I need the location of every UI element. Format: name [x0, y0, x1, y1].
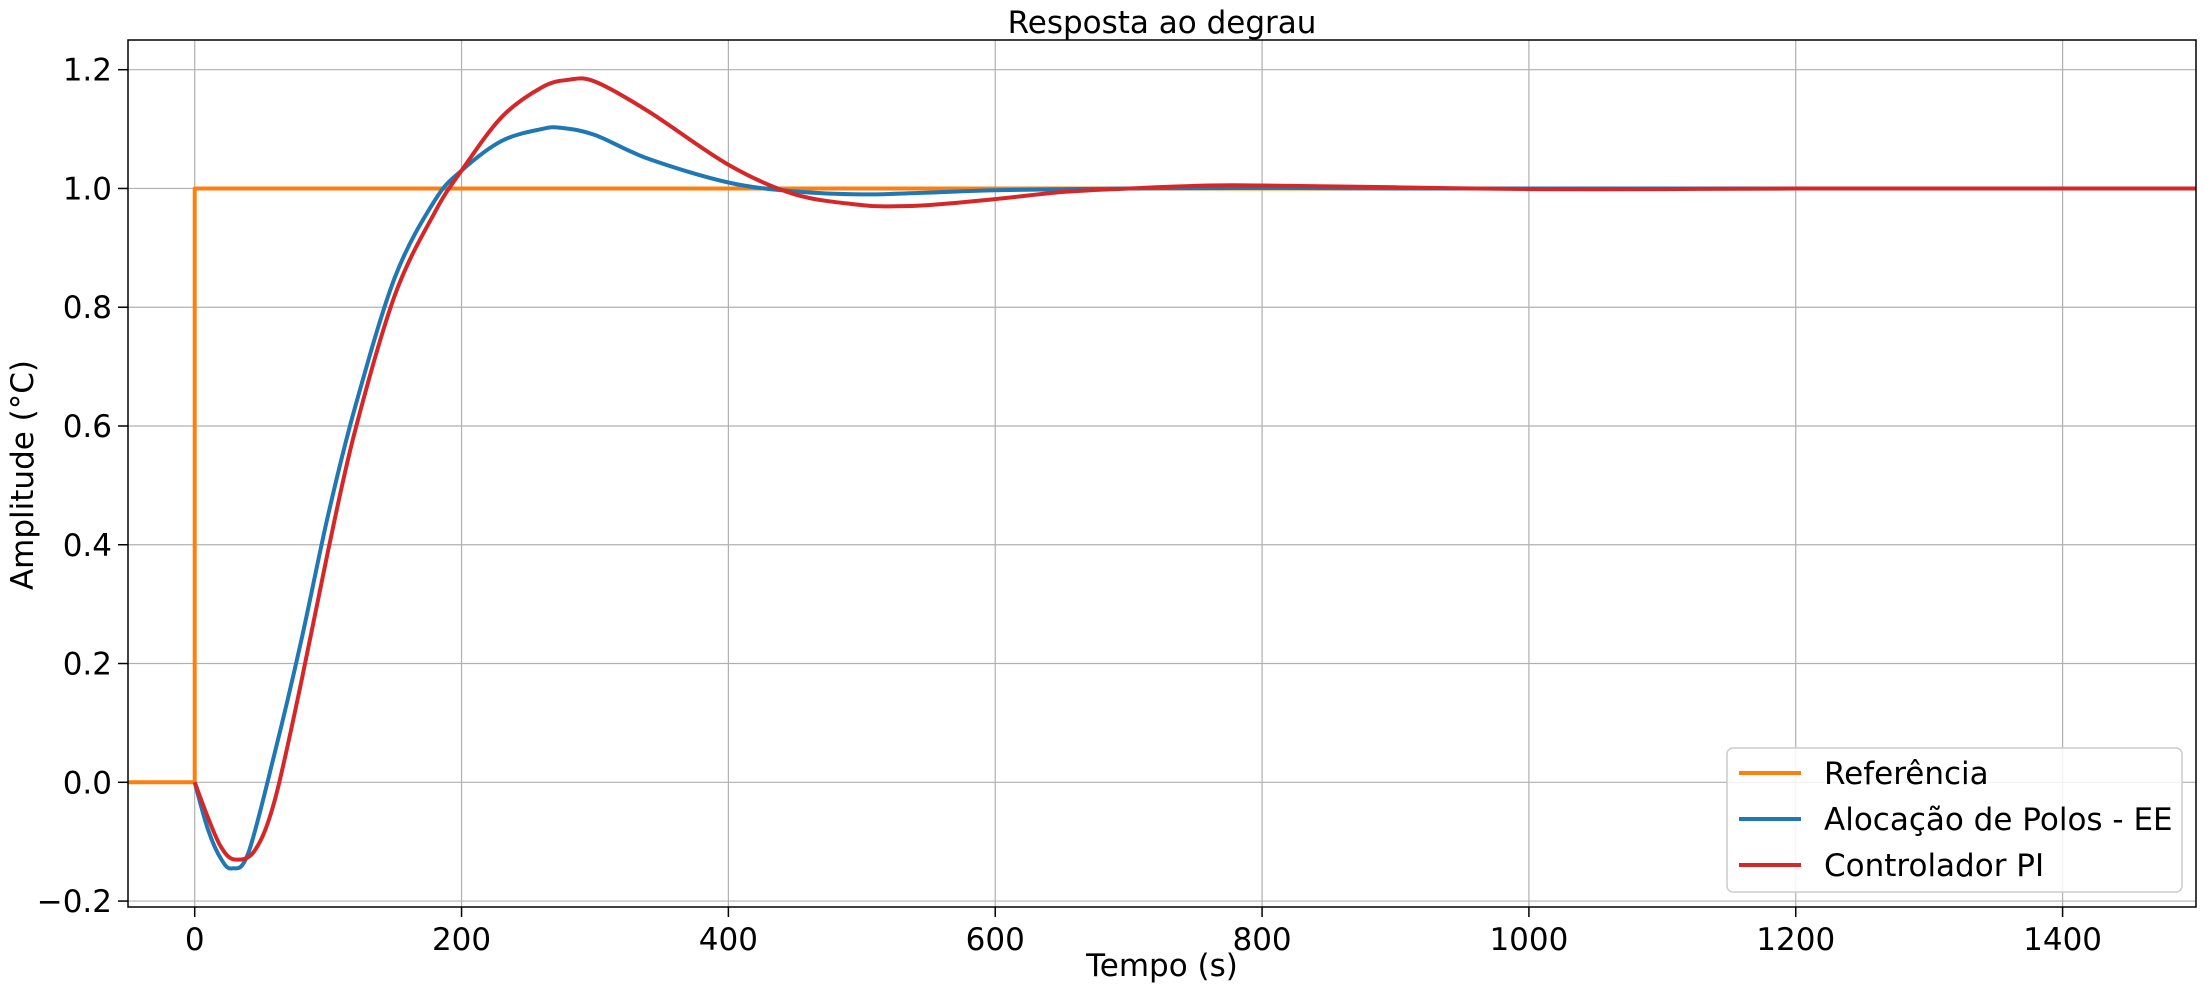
- chart-title: Resposta ao degrau: [1008, 5, 1317, 41]
- x-tick-label: 600: [966, 922, 1025, 958]
- x-tick-label: 0: [185, 922, 205, 958]
- x-tick-label: 1000: [1489, 922, 1568, 958]
- series-lines: [128, 76, 2197, 871]
- y-tick-label: 1.2: [63, 53, 112, 89]
- y-tick-label: 0.6: [63, 409, 112, 445]
- legend: Referência Alocação de Polos - EE Controla…: [1726, 747, 2183, 893]
- x-axis-label: Tempo (s): [1085, 948, 1238, 984]
- legend-label-controlador-pi: Controlador PI: [1824, 848, 2044, 884]
- y-tick-label: −0.2: [37, 884, 112, 920]
- y-tick-label: 0.8: [63, 290, 112, 326]
- x-tick-label: 200: [432, 922, 491, 958]
- legend-label-alocacao-de-polos-ee: Alocação de Polos - EE: [1824, 802, 2173, 838]
- x-tick-label: 800: [1232, 922, 1291, 958]
- y-tick-label: 0.0: [63, 765, 112, 801]
- y-tick-label: 0.2: [63, 647, 112, 683]
- x-tick-label: 400: [699, 922, 758, 958]
- x-tick-label: 1200: [1756, 922, 1835, 958]
- series-line-referencia: [128, 186, 2196, 785]
- y-tick-label: 0.4: [63, 528, 112, 564]
- x-tick-label: 1400: [2023, 922, 2102, 958]
- series-line-controlador-pi: [192, 76, 2197, 862]
- y-axis-label: Amplitude (°C): [5, 360, 41, 590]
- y-axis-ticks: −0.2 0.0 0.2 0.4 0.6 0.8 1.0 1.2: [37, 53, 128, 920]
- legend-box: [1726, 747, 2183, 893]
- x-axis-ticks: 0 200 400 600 800 1000 1200 1400: [185, 907, 2102, 958]
- legend-label-referencia: Referência: [1824, 756, 1989, 792]
- plot-area-frame: [127, 39, 2197, 908]
- y-tick-label: 1.0: [63, 171, 112, 207]
